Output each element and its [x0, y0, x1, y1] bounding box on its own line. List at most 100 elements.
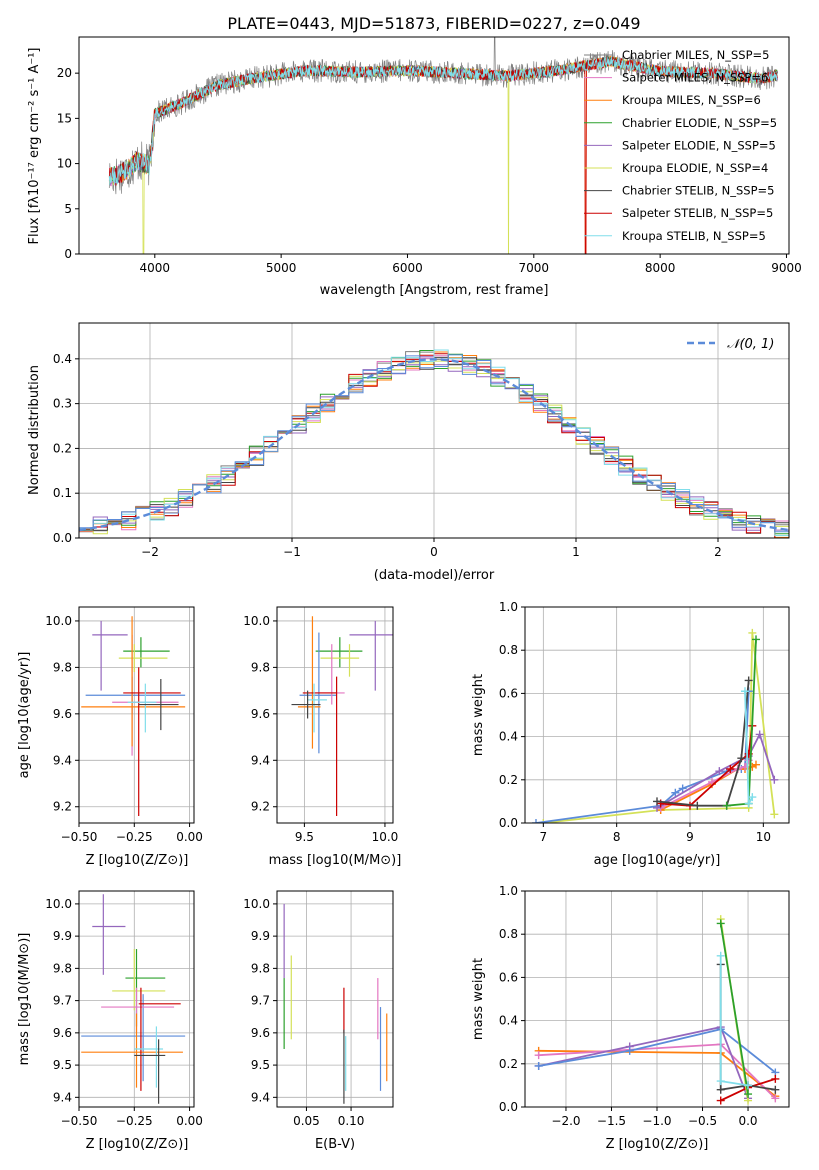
weight-series: [741, 687, 757, 808]
errorbar-point: [81, 994, 186, 1082]
age-vs-mass-axes-frame: [276, 606, 394, 824]
x-tick-label: 8: [613, 830, 621, 844]
y-tick-label: 9.9: [53, 929, 72, 943]
weight-point-marker: [771, 1074, 780, 1083]
y-tick-label: 9.2: [251, 800, 270, 814]
x-tick-label: −1.5: [597, 1114, 626, 1128]
age-vs-mass-ticks: 9.5 10.0 9.2 9.4 9.6 9.8 10.0: [243, 614, 398, 844]
y-tick-label: 0.8: [499, 643, 518, 657]
y-tick-label: 1.0: [499, 884, 518, 898]
errorbar-point: [297, 616, 321, 749]
legend-entry-label: Chabrier ELODIE, N_SSP=5: [622, 116, 777, 130]
residuals-panel: −2 −1 0 1 2 0.0 0.1 0.2 0.3 0.4 𝒩(0, 1) (data-mod…: [27, 322, 790, 583]
x-tick-label: 7: [540, 830, 548, 844]
x-tick-label: −2.0: [551, 1114, 580, 1128]
y-tick-label: 9.4: [251, 753, 270, 767]
x-tick-label: 0: [430, 545, 438, 559]
weight-series-line: [660, 759, 750, 809]
age-vs-mass-panel: 9.5 10.0 9.2 9.4 9.6 9.8 10.0 mass [log10(M/M⊙…: [243, 606, 401, 868]
weight-point-marker: [770, 810, 779, 819]
weight-point-marker: [715, 767, 724, 776]
y-tick-label: 9.8: [251, 961, 270, 975]
errorbar-point: [134, 1039, 166, 1104]
weight-point-marker: [678, 784, 687, 793]
y-tick-label: 9.6: [251, 1026, 270, 1040]
errorbar-point: [320, 644, 360, 677]
y-tick-label: 9.8: [53, 660, 72, 674]
weight-series-line: [719, 923, 749, 1095]
x-tick-label: −2: [141, 545, 159, 559]
y-tick-label: 10.0: [45, 897, 72, 911]
y-tick-label: 5: [64, 202, 72, 216]
age-vs-mass-grid: [277, 607, 393, 823]
weight-point-marker: [539, 819, 548, 823]
mass-vs-Z-panel: −0.50 −0.25 0.00 9.4 9.5 9.6 9.7 9.8 9.9 10.0 Z […: [17, 890, 203, 1152]
y-tick-label: 1.0: [499, 600, 518, 614]
y-tick-label: 0.0: [53, 531, 72, 545]
mass-vs-ebv-panel: 0.05 0.10 9.4 9.5 9.6 9.7 9.8 9.9 10.0 E(B-V): [243, 890, 394, 1152]
weight-point-marker: [771, 1094, 780, 1103]
residuals-legend: 𝒩(0, 1): [687, 337, 774, 352]
weight-point-marker: [653, 797, 661, 806]
age-vs-Z-errorbars: [81, 616, 186, 817]
y-tick-label: 9.9: [251, 929, 270, 943]
errorbar-point: [92, 894, 126, 975]
x-tick-label: 0.0: [738, 1114, 757, 1128]
x-tick-label: 9000: [771, 261, 802, 275]
weight-point-marker: [671, 788, 680, 797]
residuals-ticks: −2 −1 0 1 2 0.0 0.1 0.2 0.3 0.4: [53, 352, 722, 559]
legend-entry-label: Chabrier MILES, N_SSP=5: [622, 48, 769, 62]
residuals-xlabel: (data-model)/error: [374, 568, 495, 583]
y-tick-label: 0.1: [53, 486, 72, 500]
weight-vs-age-lines: [532, 628, 779, 823]
x-tick-label: −0.25: [116, 830, 153, 844]
mass-vs-Z-axes-frame: [78, 890, 195, 1108]
y-tick-label: 0.3: [53, 397, 72, 411]
y-tick-label: 0.0: [499, 1100, 518, 1114]
x-tick-label: 10: [756, 830, 771, 844]
weight-point-marker: [726, 765, 735, 773]
weight-vs-Z-lines: [534, 915, 780, 1105]
y-tick-label: 9.7: [251, 994, 270, 1008]
weight-point-marker: [716, 951, 725, 960]
x-tick-label: 6000: [392, 261, 423, 275]
y-tick-label: 0: [64, 247, 72, 261]
legend-entry-label: Kroupa MILES, N_SSP=6: [622, 93, 761, 107]
y-tick-label: 10.0: [45, 614, 72, 628]
age-vs-Z-ticks: −0.50 −0.25 0.00 9.2 9.4 9.6 9.8 10.0: [45, 614, 203, 844]
weight-vs-Z-ticks: −2.0 −1.5 −1.0 −0.5 0.0 0.0 0.2 0.4 0.6 0.8 1.0: [499, 884, 758, 1128]
x-tick-label: 8000: [645, 261, 676, 275]
errorbar-point: [315, 637, 363, 668]
weight-point-marker: [737, 754, 746, 763]
weight-vs-Z-ylabel: mass weight: [471, 958, 486, 1040]
y-tick-label: 9.2: [53, 800, 72, 814]
x-tick-label: −0.5: [688, 1114, 717, 1128]
errorbar-point: [101, 987, 175, 1033]
y-tick-label: 10.0: [243, 897, 270, 911]
x-tick-label: 9: [686, 830, 694, 844]
spectrum-ticks: 4000 5000 6000 7000 8000 9000 0 5 10 15 20: [57, 66, 802, 275]
y-tick-label: 9.6: [251, 707, 270, 721]
weight-series-line: [538, 1028, 776, 1074]
y-tick-label: 9.5: [251, 1058, 270, 1072]
errorbar-point: [81, 616, 186, 747]
legend-entry-label: Chabrier STELIB, N_SSP=5: [622, 184, 774, 198]
weight-series-line: [538, 1026, 749, 1099]
x-tick-label: 0.00: [176, 1114, 203, 1128]
weight-series: [722, 635, 760, 810]
mass-vs-Z-ylabel: mass [log10(M/M⊙)]: [17, 933, 32, 1066]
legend-entry-label: Kroupa ELODIE, N_SSP=4: [622, 161, 768, 175]
weight-point-marker: [534, 1051, 543, 1060]
weight-point-marker: [534, 1061, 543, 1070]
spectrum-xlabel: wavelength [Angstrom, rest frame]: [320, 283, 549, 298]
mass-vs-ebv-xlabel: E(B-V): [315, 1137, 355, 1152]
errorbar-point: [81, 1013, 183, 1088]
x-tick-label: −0.25: [116, 1114, 153, 1128]
spectrum-series-line: [108, 56, 778, 186]
y-tick-label: 9.6: [53, 707, 72, 721]
y-tick-label: 9.6: [53, 1026, 72, 1040]
x-tick-label: 2: [714, 545, 722, 559]
weight-vs-age-panel: 7 8 9 10 0.0 0.2 0.4 0.6 0.8 1.0 age [log10(age/y…: [471, 600, 790, 868]
errorbar-point: [291, 690, 321, 719]
legend-entry-label: 𝒩(0, 1): [727, 337, 774, 352]
